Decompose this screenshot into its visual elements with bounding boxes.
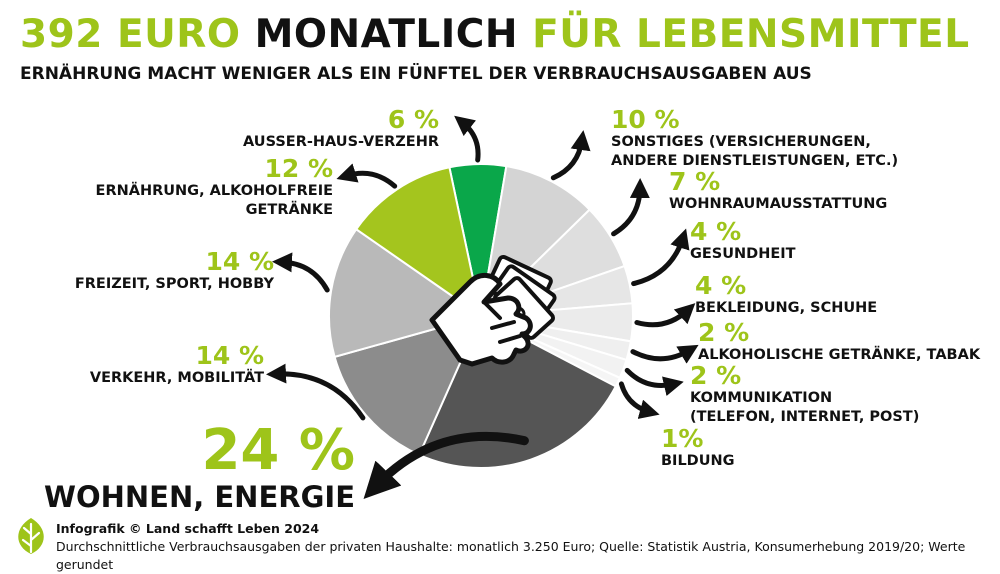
curved-arrow-icon	[624, 367, 684, 396]
leaf-logo-icon	[18, 518, 44, 554]
curved-arrow-icon	[336, 163, 398, 189]
slice-label-bekleidung: 4 % BEKLEIDUNG, SCHUHE	[695, 271, 878, 316]
slice-label-bildung: 1% BILDUNG	[661, 424, 735, 469]
curved-arrow-icon	[618, 381, 660, 419]
pie-slice	[354, 166, 483, 319]
page-subtitle: ERNÄHRUNG MACHT WENIGER ALS EIN FÜNFTEL …	[20, 64, 812, 84]
hand-with-money-icon	[429, 254, 557, 367]
slice-label-wohnraumausstattung: 7 % WOHNRAUMAUSSTATTUNG	[669, 167, 888, 212]
slice-label-freizeit: 14 % FREIZEIT, SPORT, HOBBY	[74, 247, 274, 292]
curved-arrow-icon	[550, 130, 591, 181]
curved-arrow-icon	[630, 344, 699, 364]
credit-line: Infografik © Land schafft Leben 2024	[56, 521, 320, 536]
curved-arrow-icon	[363, 431, 529, 499]
page-title: 392 EURO MONATLICH FÜR LEBENSMITTEL	[20, 12, 970, 57]
curved-arrow-icon	[454, 115, 481, 163]
slice-label-gesundheit: 4 % GESUNDHEIT	[690, 217, 796, 262]
slice-label-kommunikation: 2 % KOMMUNIKATION (TELEFON, INTERNET, PO…	[690, 361, 920, 425]
slice-label-sonstiges: 10 % SONSTIGES (VERSICHERUNGEN, ANDERE D…	[611, 105, 899, 169]
slice-label-ernaehrung: 12 % ERNÄHRUNG, ALKOHOLFREIE GETRÄNKE	[95, 154, 333, 218]
pie-slice	[333, 314, 483, 457]
source-line: Durchschnittliche Verbrauchsausgaben der…	[56, 539, 966, 572]
slice-label-wohnen-energie: 24 % WOHNEN, ENERGIE	[44, 418, 355, 515]
slice-label-ausser-haus: 6 % AUSSER-HAUS-VERZEHR	[243, 105, 439, 150]
curved-arrow-icon	[266, 363, 366, 421]
curved-arrow-icon	[631, 228, 690, 287]
slice-label-alkohol-tabak: 2 % ALKOHOLISCHE GETRÄNKE, TABAK	[698, 318, 981, 363]
curved-arrow-icon	[634, 303, 696, 328]
slice-label-verkehr: 14 % VERKEHR, MOBILITÄT	[89, 341, 264, 386]
curved-arrow-icon	[272, 252, 330, 293]
footer: Infografik © Land schafft Leben 2024 Dur…	[56, 520, 1000, 574]
curved-arrow-icon	[611, 178, 650, 237]
